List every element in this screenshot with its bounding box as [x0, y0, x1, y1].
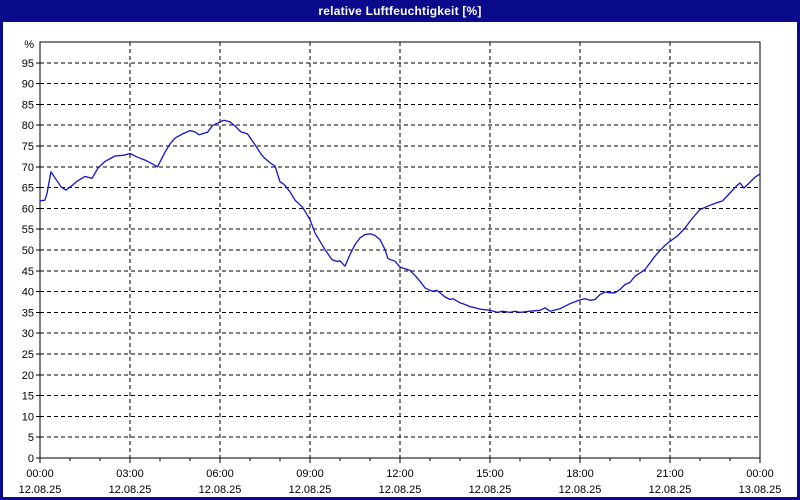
y-tick-label: 30: [22, 328, 34, 340]
x-tick-time-label: 00:00: [746, 468, 774, 480]
y-axis-unit-label: %: [24, 39, 34, 51]
y-tick-label: 85: [22, 99, 34, 111]
y-tick-label: 90: [22, 79, 34, 91]
x-axis-labels: 00:00 12.08.25 03:00 12.08.25 06:00 12.08.25 0…: [19, 468, 782, 496]
axes-and-ticks: [36, 62, 761, 463]
x-tick-date-label: 12.08.25: [379, 484, 422, 496]
x-tick-date-label: 12.08.25: [469, 484, 512, 496]
humidity-series-line: [39, 119, 761, 314]
x-tick-time-label: 15:00: [476, 468, 504, 480]
y-tick-label: 50: [22, 245, 34, 257]
x-tick-date-label: 12.08.25: [649, 484, 692, 496]
x-tick-date-label: 12.08.25: [19, 484, 62, 496]
x-tick-date-label: 12.08.25: [559, 484, 602, 496]
gridlines: [40, 42, 760, 458]
x-tick-time-label: 18:00: [566, 468, 594, 480]
window-titlebar: relative Luftfeuchtigkeit [%]: [0, 0, 800, 22]
y-tick-label: 45: [22, 266, 34, 278]
x-tick-date-label: 12.08.25: [199, 484, 242, 496]
y-tick-label: 70: [22, 162, 34, 174]
x-tick-time-label: 00:00: [26, 468, 54, 480]
y-tick-label: 15: [22, 391, 34, 403]
x-tick-time-label: 21:00: [656, 468, 684, 480]
y-tick-label: 95: [22, 58, 34, 70]
x-tick-time-label: 06:00: [206, 468, 234, 480]
window-title: relative Luftfeuchtigkeit [%]: [318, 4, 482, 18]
x-tick-date-label: 12.08.25: [109, 484, 152, 496]
y-tick-label: 80: [22, 120, 34, 132]
x-tick-date-label: 13.08.25: [739, 484, 782, 496]
x-tick-date-label: 12.08.25: [289, 484, 332, 496]
plot-border: [39, 41, 761, 459]
y-tick-label: 5: [28, 432, 34, 444]
y-axis-labels: 0 5 10 15 20 25 30 35 40 45 50 55 60 65 70 75 80 85 90 95%: [22, 39, 34, 465]
x-tick-time-label: 12:00: [386, 468, 414, 480]
y-tick-label: 0: [28, 453, 34, 465]
y-tick-label: 55: [22, 224, 34, 236]
y-tick-label: 10: [22, 411, 34, 423]
y-tick-label: 75: [22, 141, 34, 153]
x-tick-time-label: 03:00: [116, 468, 144, 480]
y-tick-label: 35: [22, 307, 34, 319]
x-tick-time-label: 09:00: [296, 468, 324, 480]
y-tick-label: 20: [22, 370, 34, 382]
y-tick-label: 65: [22, 183, 34, 195]
y-tick-label: 40: [22, 287, 34, 299]
y-tick-label: 60: [22, 203, 34, 215]
y-tick-label: 25: [22, 349, 34, 361]
